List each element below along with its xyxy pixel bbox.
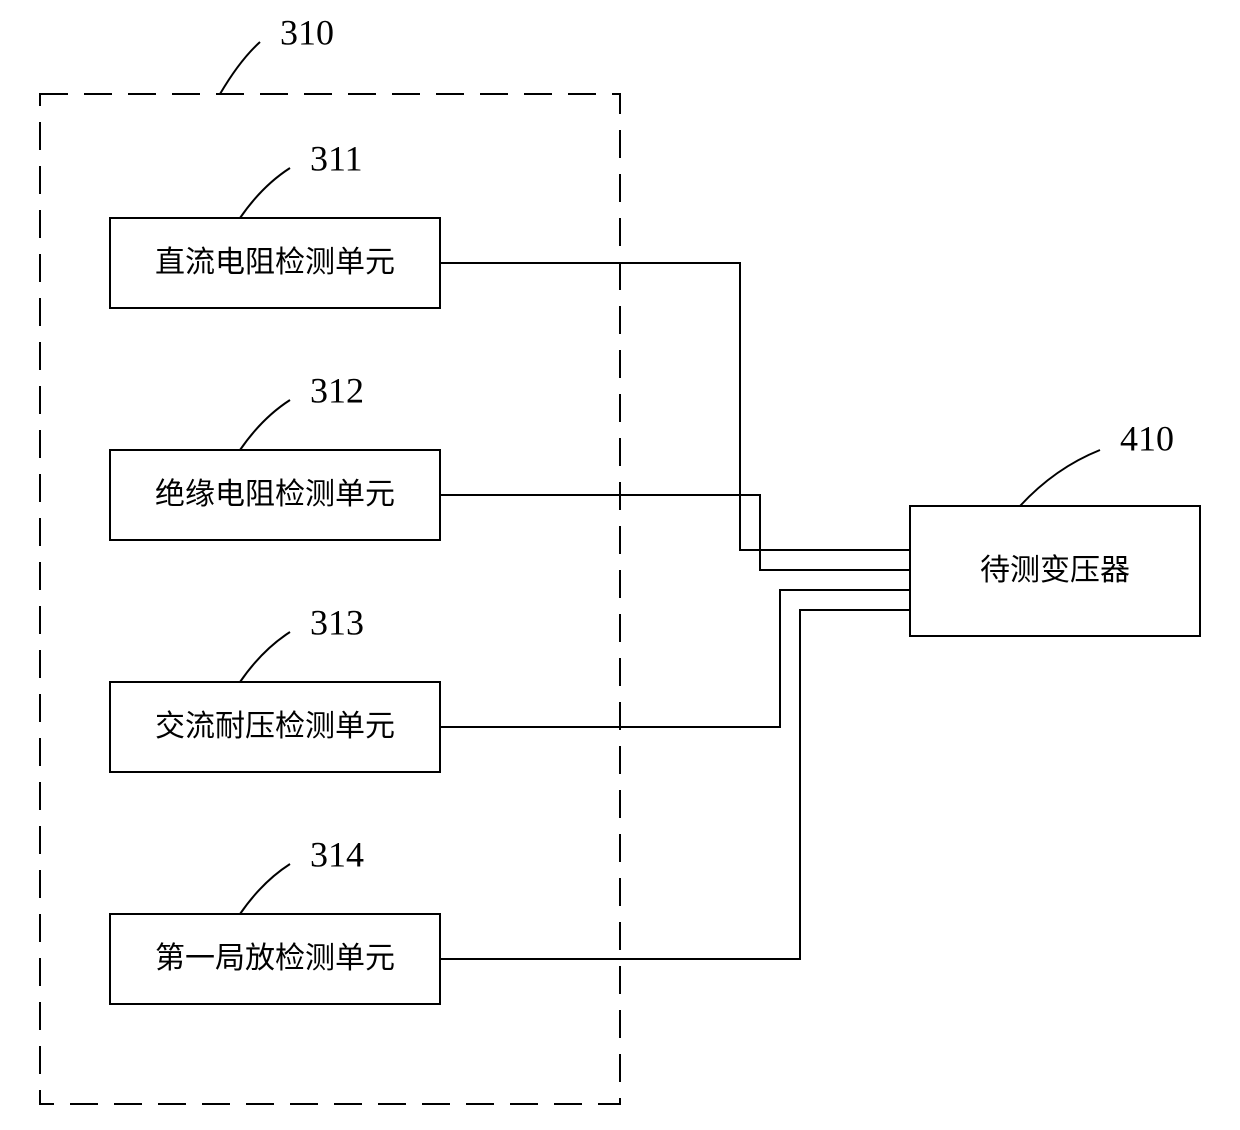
unit-label-314: 第一局放检测单元 [155, 942, 395, 975]
connection-311-to-target [440, 263, 910, 550]
unit-leader-313 [240, 632, 290, 682]
unit-leader-311 [240, 168, 290, 218]
unit-ref-311: 311 [310, 138, 363, 178]
target-label: 待测变压器 [980, 554, 1130, 587]
unit-ref-313: 313 [310, 602, 364, 642]
unit-label-312: 绝缘电阻检测单元 [155, 478, 395, 511]
unit-label-311: 直流电阻检测单元 [155, 246, 395, 279]
unit-ref-312: 312 [310, 370, 364, 410]
connection-314-to-target [440, 610, 910, 959]
group-leader [220, 42, 260, 94]
unit-leader-314 [240, 864, 290, 914]
target-ref: 410 [1120, 418, 1174, 458]
unit-leader-312 [240, 400, 290, 450]
target-leader [1020, 450, 1100, 506]
unit-label-313: 交流耐压检测单元 [155, 710, 395, 743]
group-ref-label: 310 [280, 12, 334, 52]
unit-ref-314: 314 [310, 834, 364, 874]
connection-312-to-target [440, 495, 910, 570]
